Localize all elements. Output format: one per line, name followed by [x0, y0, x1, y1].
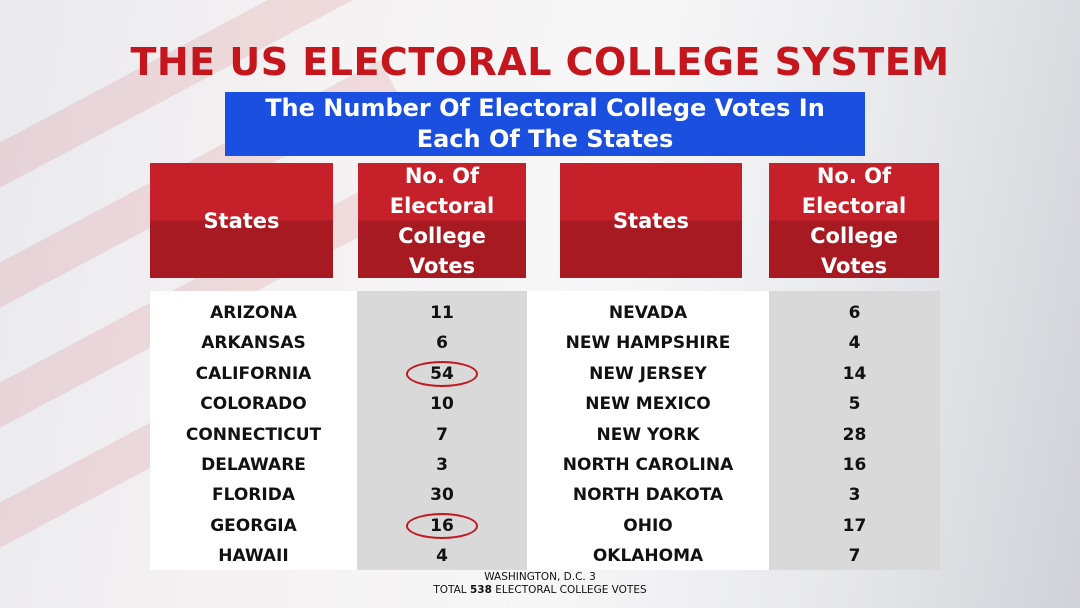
state-name: NEW HAMPSHIRE	[565, 333, 731, 354]
column-header: No. Of Electoral College Votes	[358, 163, 526, 278]
state-name: NEW JERSEY	[589, 363, 707, 384]
footer-note: WASHINGTON, D.C. 3	[484, 571, 596, 583]
vote-count: 7	[848, 546, 861, 567]
state-name: CALIFORNIA	[195, 363, 312, 384]
subtitle: The Number Of Electoral College Votes In…	[265, 94, 825, 153]
column-bg	[769, 291, 940, 570]
state-name: ARIZONA	[210, 303, 297, 323]
vote-count: 4	[848, 333, 861, 354]
vote-count: 30	[430, 485, 454, 506]
title: THE US ELECTORAL COLLEGE SYSTEM	[130, 40, 950, 84]
subtitle-box: The Number Of Electoral College Votes In…	[225, 92, 865, 156]
vote-count: 4	[436, 546, 448, 567]
state-name: FLORIDA	[212, 485, 295, 506]
state-name: OHIO	[623, 515, 673, 536]
state-name: COLORADO	[200, 394, 307, 415]
column-header: No. Of Electoral College Votes	[769, 163, 939, 278]
header-text: States	[203, 208, 280, 233]
state-name: NEW YORK	[596, 424, 700, 445]
state-name: OKLAHOMA	[592, 546, 704, 567]
state-name: GEORGIA	[210, 515, 297, 536]
state-name: NEW MEXICO	[585, 394, 711, 415]
vote-count: 11	[430, 303, 454, 323]
footer-text: TOTAL	[433, 584, 467, 596]
state-name: NEVADA	[608, 303, 688, 323]
state-name: ARKANSAS	[201, 333, 306, 354]
vote-count: 16	[842, 455, 867, 475]
vote-count: 3	[848, 485, 861, 506]
vote-count: 6	[436, 333, 448, 354]
header-text: No. Of Electoral College Votes	[801, 163, 907, 278]
footer-text: ELECTORAL COLLEGE VOTES	[495, 584, 647, 596]
vote-count: 10	[430, 394, 454, 415]
column-header: States	[150, 163, 333, 278]
column-bg	[150, 291, 357, 570]
footer-total: TOTAL 538 ELECTORAL COLLEGE VOTES	[0, 584, 1080, 596]
state-name: NORTH CAROLINA	[562, 455, 734, 475]
highlight-circle	[406, 360, 478, 387]
column-bg	[527, 291, 769, 570]
vote-count: 5	[848, 394, 861, 415]
state-name: CONNECTICUT	[185, 424, 322, 445]
state-name: DELAWARE	[201, 455, 306, 475]
vote-count: 17	[842, 515, 867, 536]
header-text: No. Of Electoral College Votes	[389, 163, 495, 278]
vote-count: 3	[436, 455, 448, 475]
footer-number: 538	[470, 584, 492, 596]
vote-count: 14	[842, 363, 867, 384]
header-text: States	[612, 208, 690, 233]
column-header: States	[560, 163, 742, 278]
highlight-circle	[406, 512, 478, 539]
state-name: HAWAII	[218, 546, 289, 567]
vote-count: 28	[842, 424, 867, 445]
vote-count: 7	[436, 424, 448, 445]
state-name: NORTH DAKOTA	[572, 485, 724, 506]
vote-count: 6	[848, 303, 861, 323]
